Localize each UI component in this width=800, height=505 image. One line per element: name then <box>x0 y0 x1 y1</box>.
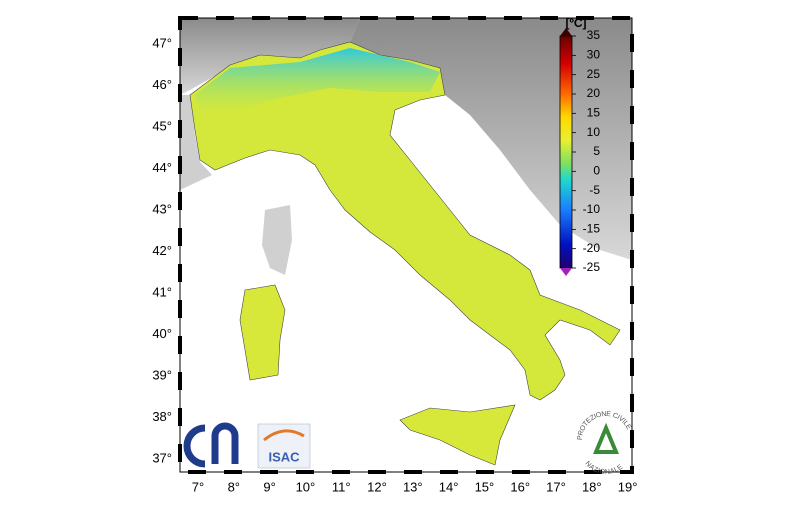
lon-label: 17° <box>546 479 566 494</box>
isac-swoosh <box>263 429 305 442</box>
lon-label: 9° <box>263 479 275 494</box>
lat-label: 38° <box>152 409 172 424</box>
lon-label: 13° <box>403 479 423 494</box>
colorbar-tick-label: -10 <box>583 202 601 216</box>
lat-label: 47° <box>152 35 172 50</box>
colorbar-arrow-bottom <box>560 268 572 276</box>
sardinia <box>239 284 286 381</box>
colorbar-tick-label: -25 <box>583 260 601 274</box>
lon-label: 12° <box>367 479 387 494</box>
lon-label: 14° <box>439 479 459 494</box>
lat-label: 37° <box>152 450 172 465</box>
colorbar-tick-label: 30 <box>587 48 601 62</box>
colorbar-tick-label: 0 <box>593 164 600 178</box>
colorbar-unit: [ºC] <box>565 16 586 30</box>
isac-logo: ISAC <box>257 423 311 469</box>
colorbar-tick-label: 20 <box>587 86 601 100</box>
colorbar-tick-label: -5 <box>589 183 600 197</box>
lat-label: 40° <box>152 326 172 341</box>
colorbar-tick-label: 35 <box>587 28 601 42</box>
colorbar-tick-label: 15 <box>587 106 601 120</box>
cnr-shape <box>183 424 206 468</box>
colorbar-arrow-top <box>560 28 572 36</box>
terrain-france <box>180 95 212 190</box>
isac-text: ISAC <box>268 449 300 464</box>
colorbar-gradient <box>559 35 573 269</box>
lon-label: 11° <box>332 479 351 494</box>
colorbar-tick-label: 25 <box>587 67 601 81</box>
lon-label: 7° <box>192 479 204 494</box>
colorbar-tick-label: -15 <box>583 222 601 236</box>
lat-label: 43° <box>152 201 172 216</box>
lon-label: 15° <box>475 479 495 494</box>
lat-label: 44° <box>152 160 172 175</box>
lat-label: 39° <box>152 367 172 382</box>
sicily <box>399 404 516 466</box>
corsica <box>262 205 292 275</box>
alps <box>195 48 440 118</box>
protezione-triangle <box>593 422 619 454</box>
lat-label: 42° <box>152 243 172 258</box>
colorbar-tick-label: 10 <box>587 125 601 139</box>
lon-label: 16° <box>510 479 530 494</box>
cnr-shape <box>211 422 239 464</box>
cnr-logo <box>183 420 252 470</box>
lon-label: 8° <box>228 479 240 494</box>
lat-label: 41° <box>152 284 172 299</box>
colorbar-tick-label: 5 <box>593 144 600 158</box>
lon-label: 19° <box>618 479 638 494</box>
colorbar: [ºC] <box>559 16 587 276</box>
italy-mainland <box>189 41 621 401</box>
colorbar-tick-label: -20 <box>583 241 601 255</box>
frame-ticks <box>178 16 634 474</box>
lon-label: 10° <box>296 479 316 494</box>
lon-label: 18° <box>582 479 602 494</box>
lat-label: 46° <box>152 77 172 92</box>
lat-label: 45° <box>152 118 172 133</box>
